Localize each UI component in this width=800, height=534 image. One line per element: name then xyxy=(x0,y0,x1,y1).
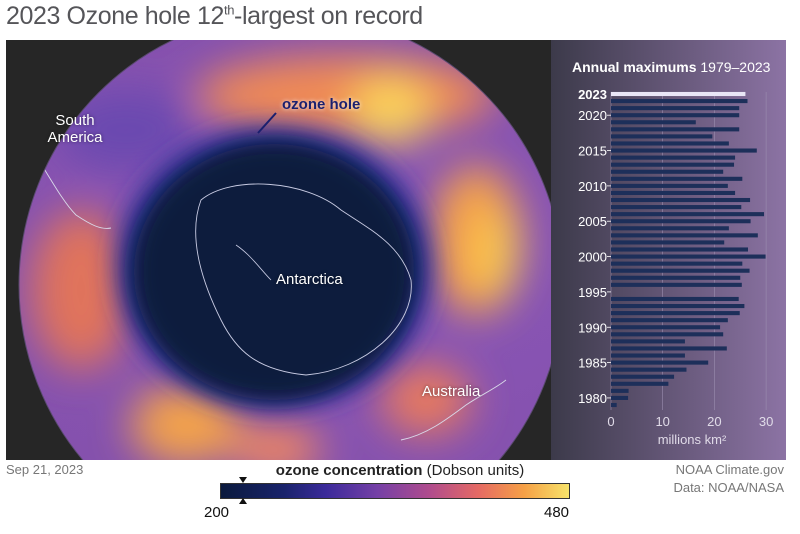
bar-2021 xyxy=(611,106,740,111)
antarctica-label: Antarctica xyxy=(276,271,343,288)
bar-1981 xyxy=(611,388,629,393)
bar-1992 xyxy=(611,311,740,316)
bar-1997 xyxy=(611,275,741,280)
ozone-hole-label: ozone hole xyxy=(282,96,361,113)
bar-2019 xyxy=(611,120,696,125)
x-axis-label: millions km² xyxy=(658,432,727,447)
bar-2022 xyxy=(611,99,748,104)
bar-1996 xyxy=(611,282,742,287)
bar-1993 xyxy=(611,303,745,309)
bar-1989 xyxy=(611,332,724,337)
bar-2015 xyxy=(611,148,757,153)
bar-1983 xyxy=(611,374,675,379)
x-tick-label: 20 xyxy=(707,414,721,429)
y-tick-label-2023: 2023 xyxy=(578,87,607,102)
y-tick-label: 2010 xyxy=(578,179,607,194)
x-tick-label: 10 xyxy=(655,414,669,429)
bar-2005 xyxy=(611,219,751,224)
bar-1998 xyxy=(611,268,750,273)
australia-coast xyxy=(400,379,507,441)
ozone-hole-pointer xyxy=(257,112,277,134)
annual-maximums-bar-chart: Annual maximums 1979–2023 1980 1985 1990 199… xyxy=(572,59,773,447)
chart-title: Annual maximums 1979–2023 xyxy=(572,59,771,75)
bar-2006 xyxy=(611,212,765,217)
bar-1999 xyxy=(611,261,743,266)
y-tick-label: 2020 xyxy=(578,108,607,123)
bar-1979 xyxy=(611,402,617,408)
y-tick-label: 1980 xyxy=(578,391,607,406)
y-tick-label: 2015 xyxy=(578,144,607,159)
bar-2004 xyxy=(611,226,729,231)
bar-1984 xyxy=(611,367,687,372)
bar-2020 xyxy=(611,113,740,118)
y-tick-label: 1995 xyxy=(578,285,607,300)
australia-label: Australia xyxy=(422,383,481,400)
y-tick-label: 2000 xyxy=(578,250,607,265)
x-tick-label: 0 xyxy=(607,414,614,429)
bar-2023 xyxy=(611,91,746,97)
legend-title: ozone concentration (Dobson units) xyxy=(275,462,525,479)
bar-2017 xyxy=(611,134,713,139)
ozone-colorbar xyxy=(220,483,570,499)
bar-2008 xyxy=(611,197,751,203)
bar-1980 xyxy=(611,395,629,400)
bar-2013 xyxy=(611,162,735,167)
ozone-map-panel: South America ozone hole Antarctica Aust… xyxy=(6,40,786,460)
globe-field xyxy=(19,40,563,460)
date-label: Sep 21, 2023 xyxy=(6,462,84,477)
y-tick-label: 2005 xyxy=(578,214,607,229)
bar-1986 xyxy=(611,353,685,358)
y-tick-label: 1985 xyxy=(578,356,607,371)
south-america-label: South America xyxy=(47,112,103,146)
colorbar-marker-bottom-icon xyxy=(239,498,247,504)
bar-1994 xyxy=(611,296,739,302)
bar-2016 xyxy=(611,141,729,146)
bar-1991 xyxy=(611,318,728,323)
bar-2011 xyxy=(611,176,743,181)
antarctica-outline xyxy=(195,183,412,376)
x-tick-label: 30 xyxy=(759,414,773,429)
bar-2010 xyxy=(611,183,728,188)
page-title: 2023 Ozone hole 12th-largest on record xyxy=(6,2,423,30)
bar-1982 xyxy=(611,381,669,386)
bar-1988 xyxy=(611,339,685,344)
bar-2012 xyxy=(611,169,724,174)
bar-2000 xyxy=(611,254,766,259)
bar-2001 xyxy=(611,247,749,252)
y-tick-label: 1990 xyxy=(578,320,607,335)
bar-1985 xyxy=(611,360,709,365)
bar-2009 xyxy=(611,190,736,196)
bar-2003 xyxy=(611,233,758,238)
colorbar-marker-top-icon xyxy=(239,477,247,483)
colorbar-max-label: 480 xyxy=(544,504,570,521)
bar-2007 xyxy=(611,205,742,210)
bar-1990 xyxy=(611,325,721,330)
bar-2002 xyxy=(611,240,725,245)
bar-1987 xyxy=(611,346,727,351)
bar-2014 xyxy=(611,155,736,160)
colorbar-min-label: 200 xyxy=(204,504,230,521)
bar-2018 xyxy=(611,127,740,132)
credit: NOAA Climate.gov Data: NOAA/NASA xyxy=(673,462,784,495)
